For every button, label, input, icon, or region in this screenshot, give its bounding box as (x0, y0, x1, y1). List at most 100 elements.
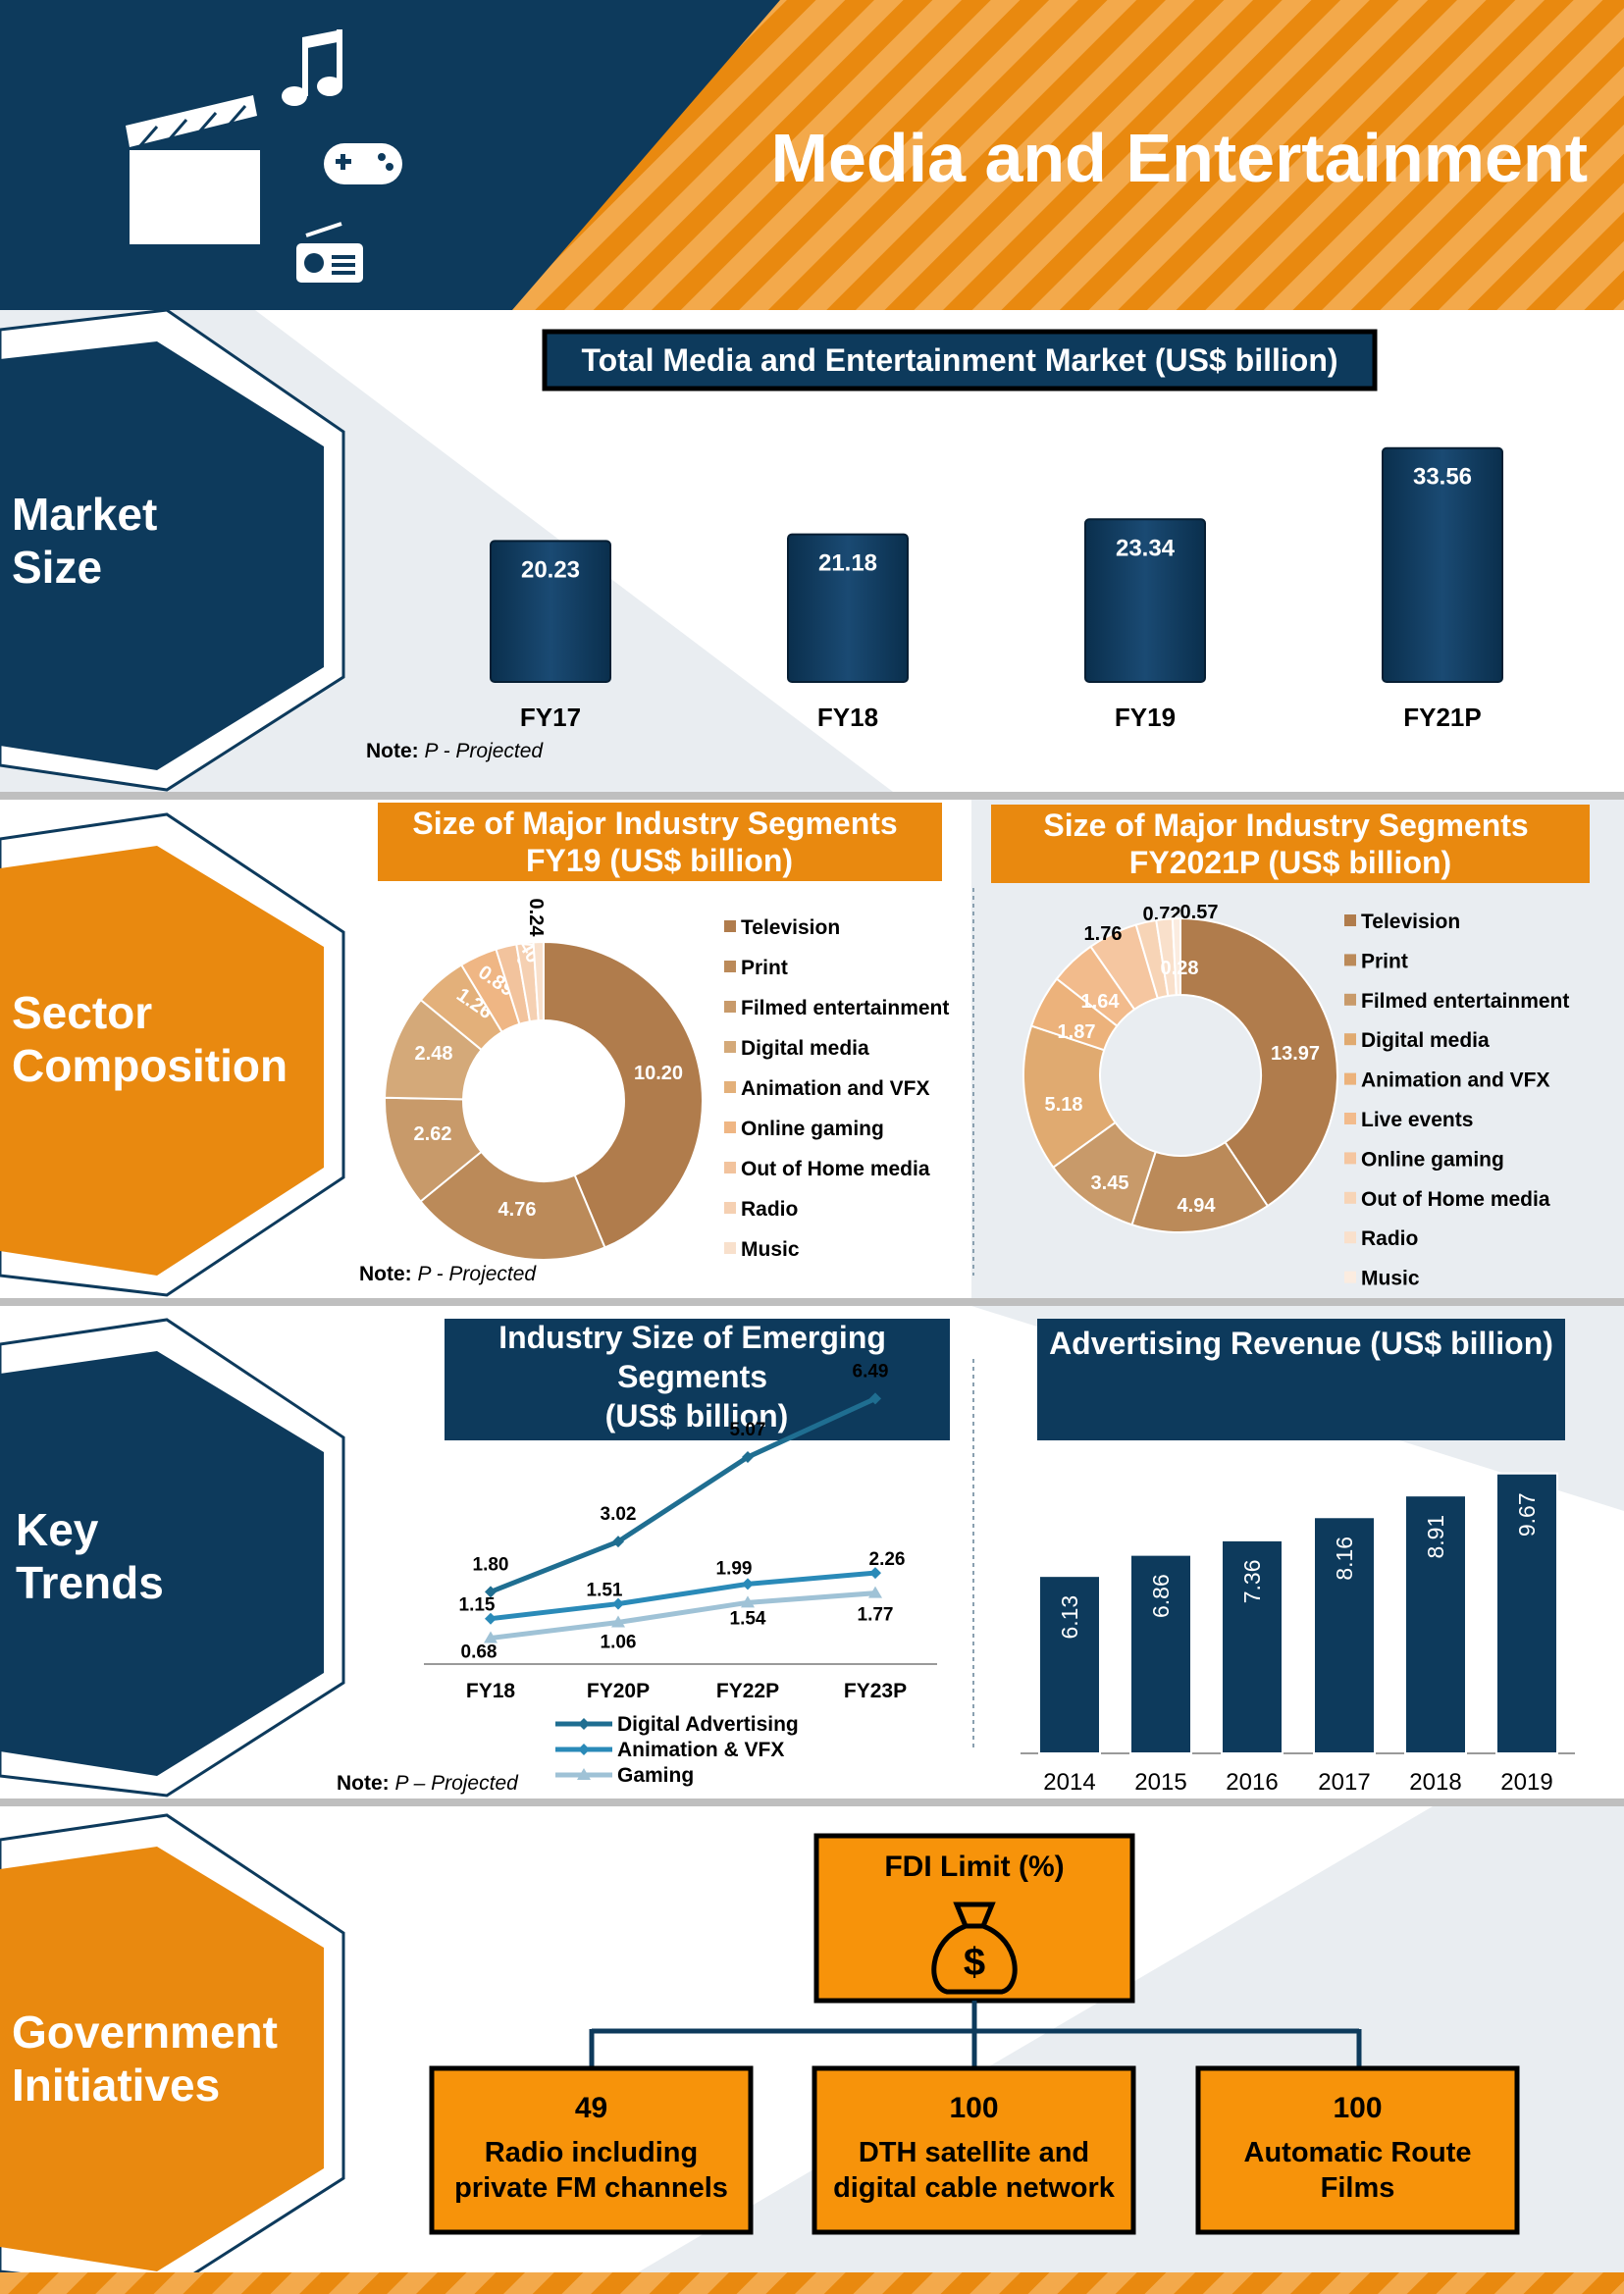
adrev-bar-value: 9.67 (1514, 1492, 1540, 1537)
donut-value-label: 2.62 (414, 1123, 452, 1145)
line-category-label: FY20P (587, 1680, 650, 1702)
donut-slice (532, 940, 545, 1022)
fdi-item-label: Automatic Route (1244, 2137, 1472, 2168)
note-text: P - Projected (412, 1263, 538, 1285)
film-clapper-icon (126, 95, 260, 244)
music-note-icon (282, 29, 342, 106)
section-title-key-trends: Key Trends (16, 1504, 164, 1608)
legend-swatch (724, 961, 736, 972)
line-marker (742, 1451, 754, 1464)
fy21-title-box: Size of Major Industry Segments FY2021P … (991, 805, 1590, 883)
legend-label: Online gaming (741, 1118, 884, 1140)
section-title-line: Size (12, 542, 102, 593)
adrev-bar (1495, 1472, 1558, 1754)
section-title-sector-composition: Sector Composition (12, 987, 288, 1091)
fdi-item-value: 100 (1333, 2092, 1382, 2124)
legend-marker (578, 1744, 590, 1755)
market-bar-value: 23.34 (1116, 535, 1176, 561)
legend-swatch (724, 920, 736, 932)
line-series (490, 1590, 876, 1641)
adrev-bar-category: 2015 (1134, 1769, 1186, 1796)
adrev-bar (1129, 1553, 1192, 1754)
section-title-line: Initiatives (12, 2059, 220, 2111)
legend-label: Live events (1361, 1109, 1473, 1131)
adrev-bar-value: 6.86 (1148, 1574, 1174, 1618)
emerging-legend: Digital Advertising Animation & VFX Gaming (555, 1713, 799, 1787)
legend-swatch (1344, 954, 1356, 966)
line-value-label: 1.80 (473, 1554, 509, 1575)
legend-swatch (1344, 1191, 1356, 1204)
line-marker (742, 1578, 754, 1590)
donut-value-label: 1.64 (1081, 991, 1121, 1013)
market-size-section: Market Size Total Media and Entertainmen… (0, 308, 1624, 800)
legend-swatch (724, 1001, 736, 1013)
market-bar-value: 21.18 (818, 550, 877, 577)
donut-value-label: 4.94 (1178, 1195, 1217, 1217)
line-series (490, 1396, 877, 1594)
note-text: P - Projected (419, 740, 545, 762)
government-section: Government Initiatives FDI Limit (%) $ 4… (0, 1806, 1624, 2293)
trends-note: Note: P – Projected (337, 1772, 519, 1795)
line-value-label: 3.02 (601, 1504, 637, 1525)
market-bar (1084, 518, 1206, 684)
line-category-label: FY22P (716, 1680, 779, 1702)
section-title-line: Market (12, 489, 157, 540)
legend-swatch (1344, 1271, 1356, 1283)
legend-swatch (1344, 1033, 1356, 1046)
adrev-bar-category: 2014 (1043, 1769, 1095, 1796)
legend-label: Filmed entertainment (741, 997, 949, 1019)
fy21-donut-chart: 13.974.943.455.181.871.641.760.72 0.570.2… (1022, 902, 1339, 1233)
section-title-line: Government (12, 2007, 278, 2058)
market-bar (490, 540, 611, 683)
fy21-title: Size of Major Industry Segments FY2021P … (1043, 808, 1537, 880)
donut-value-label: 10.20 (634, 1063, 683, 1084)
fdi-item-label: Films (1321, 2172, 1395, 2204)
fy19-title: Size of Major Industry Segments FY19 (US… (412, 806, 906, 878)
fdi-item-box (429, 2065, 754, 2235)
legend-marker (578, 1718, 590, 1730)
adrev-bar-value: 7.36 (1239, 1559, 1265, 1603)
fy19-title-line: FY19 (US$ billion) (526, 843, 793, 878)
legend-swatch (1344, 993, 1356, 1006)
line-marker (611, 1615, 625, 1628)
adrev-bar (1038, 1575, 1101, 1755)
fdi-item-value: 49 (575, 2092, 607, 2124)
market-chart-title-box: Total Media and Entertainment Market (US… (542, 329, 1378, 391)
adrev-bar-chart: 6.13 2014 6.86 2015 7.36 2016 8.16 2017 8.91 2018… (1021, 1472, 1575, 1796)
line-marker (485, 1612, 497, 1625)
line-marker (484, 1631, 498, 1643)
adrev-bar-category: 2018 (1409, 1769, 1461, 1796)
market-bar-category: FY19 (1115, 703, 1176, 732)
note-label: Note: (359, 1263, 412, 1285)
legend-marker (577, 1768, 591, 1780)
adrev-bar-value: 8.91 (1423, 1515, 1448, 1559)
legend-swatch (1344, 1231, 1356, 1244)
line-series (490, 1570, 876, 1622)
adrev-title: Advertising Revenue (US$ billion) (1049, 1326, 1553, 1361)
market-bar-chart: 20.23 FY17 21.18 FY18 23.34 FY19 33.56 FY21P (490, 446, 1503, 732)
sector-composition-section: Sector Composition Size of Major Industr… (0, 800, 1624, 1306)
emerging-title-box: Industry Size of Emerging Segments (US$ … (445, 1319, 950, 1440)
fdi-connector (589, 2001, 1362, 2068)
adrev-bar-value: 8.16 (1332, 1537, 1357, 1581)
fdi-item-label: DTH satellite and (859, 2137, 1089, 2168)
fy21-title-line: Size of Major Industry Segments (1043, 808, 1528, 843)
footer-stripe (0, 2272, 1624, 2294)
legend-swatch (1344, 914, 1356, 926)
legend-swatch (724, 1121, 736, 1133)
fy19-title-box: Size of Major Industry Segments FY19 (US… (378, 803, 942, 881)
fdi-item-label: private FM channels (454, 2172, 728, 2204)
sector-note: Note: P - Projected (359, 1263, 537, 1285)
legend-label: Online gaming (1361, 1148, 1504, 1171)
note-label: Note: (366, 740, 419, 762)
line-value-label: 5.07 (730, 1420, 766, 1440)
market-bar-value: 33.56 (1413, 464, 1472, 491)
fy21-title-line: FY2021P (US$ billion) (1129, 845, 1451, 880)
donut-value-label: 0.28 (1161, 958, 1199, 979)
line-value-label: 1.06 (601, 1632, 637, 1652)
section-title-line: Key (16, 1504, 99, 1555)
market-bar-value: 20.23 (521, 556, 580, 583)
legend-label: Radio (1361, 1227, 1418, 1250)
donut-value-label: 4.76 (498, 1199, 537, 1221)
section-title-line: Trends (16, 1557, 164, 1608)
